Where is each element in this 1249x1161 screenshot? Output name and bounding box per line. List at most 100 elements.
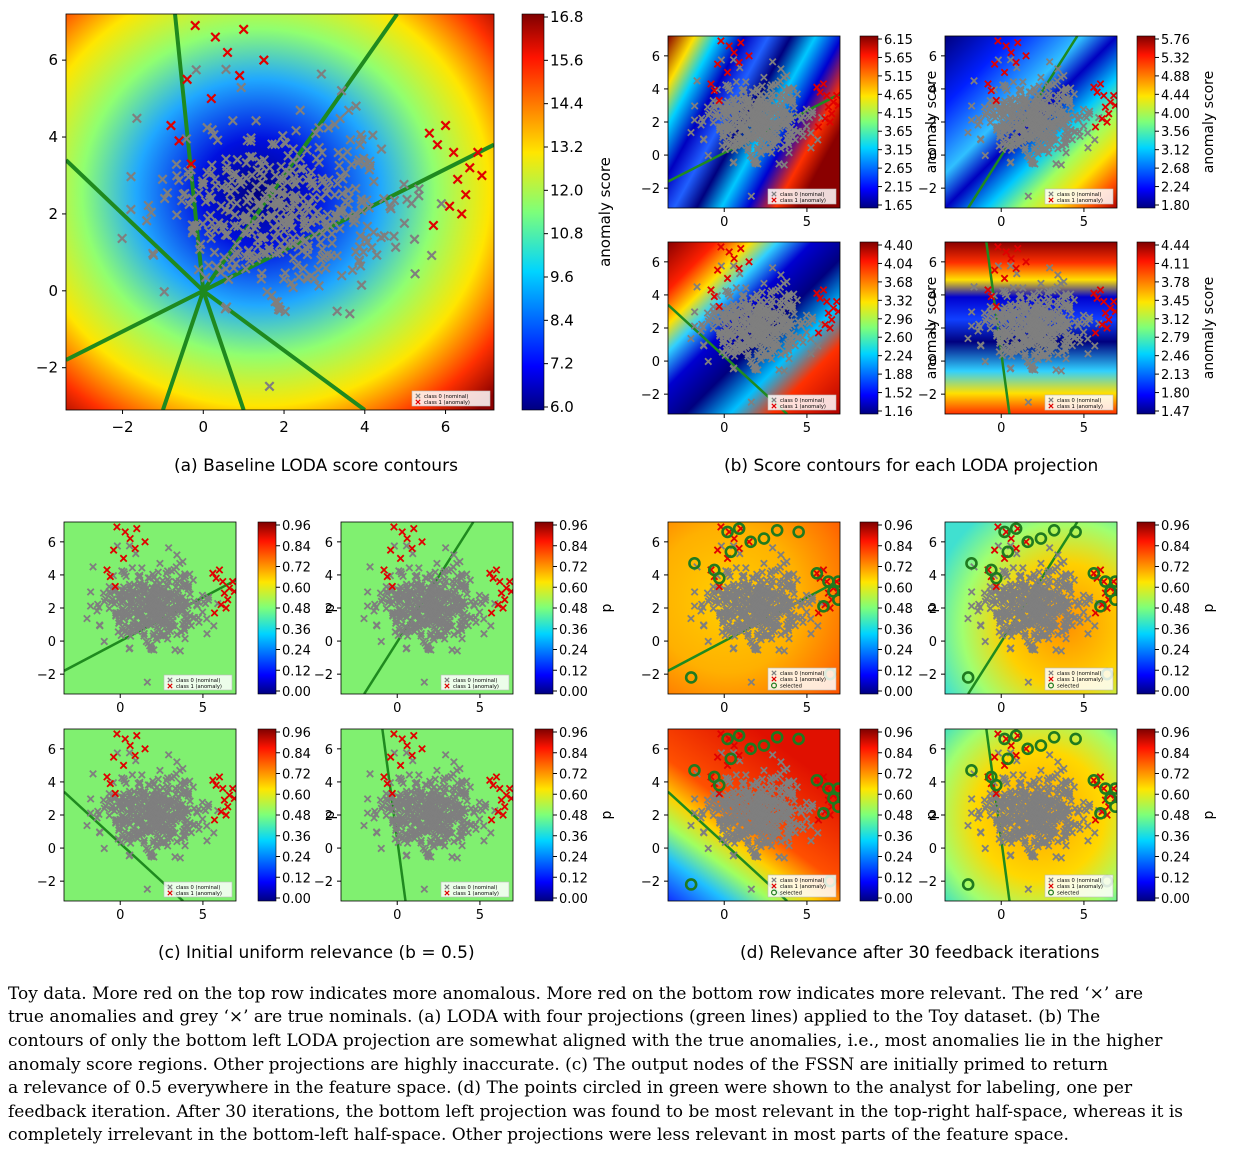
colorbar-tick-label: 0.36: [559, 623, 588, 638]
data-point: [230, 587, 236, 596]
data-point: [178, 827, 187, 836]
data-point: [396, 583, 405, 591]
data-point: [1018, 421, 1024, 427]
legend-nominal: class 0 (nominal): [453, 678, 497, 684]
data-point: [243, 245, 254, 256]
data-point: [770, 622, 778, 631]
data-point: [273, 304, 284, 315]
data-point: [254, 212, 265, 223]
legend: class 0 (nominal)class 1 (anomaly): [163, 674, 233, 691]
data-point: [805, 319, 814, 328]
data-point: [193, 187, 204, 198]
data-point: [798, 127, 807, 136]
data-point: [138, 564, 146, 572]
data-point: [1034, 149, 1042, 158]
data-point: [1103, 118, 1111, 126]
data-point: [763, 339, 771, 348]
data-point: [402, 809, 411, 818]
colorbar: [1136, 35, 1156, 209]
data-point: [163, 835, 172, 843]
data-point: [153, 783, 161, 791]
data-point: [213, 218, 224, 228]
data-point: [721, 145, 730, 154]
data-point: [494, 807, 502, 816]
data-point: [222, 811, 230, 819]
data-point: [785, 292, 794, 300]
legend-selected: selected: [780, 684, 802, 690]
data-point: [1048, 103, 1057, 112]
colorbar-label: anomaly score: [596, 157, 614, 267]
data-point: [264, 162, 275, 173]
projection-line: [64, 790, 184, 901]
data-point: [487, 816, 496, 824]
colorbar-label: p: [599, 810, 615, 819]
colorbar-tick-label: 2.24: [1161, 181, 1190, 196]
colorbar-tick-label: 9.6: [550, 268, 574, 286]
data-point: [771, 676, 777, 682]
data-point: [1125, 616, 1131, 622]
data-point: [131, 751, 139, 760]
data-point: [424, 128, 435, 139]
data-point: [100, 637, 109, 646]
data-point: [486, 829, 495, 837]
data-point: [300, 235, 311, 246]
data-point: [805, 599, 814, 608]
data-point: [764, 590, 773, 599]
data-point: [723, 97, 732, 105]
data-point: [417, 614, 425, 623]
y-tick-label: 2: [652, 116, 660, 131]
data-point: [751, 319, 759, 327]
data-point: [767, 142, 776, 150]
data-point: [715, 302, 724, 311]
data-point: [729, 602, 738, 611]
data-point: [275, 211, 285, 222]
data-point: [699, 135, 708, 143]
data-point: [1021, 349, 1030, 358]
data-point: [259, 155, 270, 166]
panel-c4: class 0 (nominal)class 1 (anomaly)0 56420…: [314, 726, 615, 923]
data-point: [461, 790, 470, 799]
data-point: [140, 629, 149, 638]
data-point: [1104, 315, 1113, 324]
data-point: [436, 621, 444, 630]
data-point: [396, 790, 405, 798]
data-point: [151, 608, 160, 617]
data-point: [789, 132, 798, 141]
data-point: [709, 604, 718, 613]
data-point: [295, 163, 306, 174]
data-point: [494, 600, 502, 609]
legend: class 0 (nominal)class 1 (anomaly): [411, 390, 491, 407]
data-point: [1043, 83, 1052, 92]
data-point: [787, 318, 795, 326]
data-point: [476, 170, 487, 181]
data-point: [105, 604, 114, 613]
data-point: [739, 317, 747, 326]
data-point: [707, 286, 715, 294]
data-point: [86, 588, 95, 596]
data-point: [251, 253, 262, 264]
data-point: [486, 569, 494, 578]
data-point: [774, 110, 782, 118]
data-point: [709, 587, 718, 596]
data-point: [997, 311, 1005, 319]
data-point: [1037, 73, 1045, 82]
y-tick-label: −2: [36, 359, 58, 377]
data-point: [475, 591, 484, 600]
data-point: [492, 773, 501, 781]
data-point: [741, 421, 747, 427]
data-point: [291, 260, 302, 271]
data-point: [774, 565, 782, 574]
data-point: [1093, 88, 1101, 97]
data-point: [251, 115, 262, 126]
data-point: [1006, 364, 1015, 373]
data-point: [167, 884, 173, 890]
y-tick-label: 0: [48, 635, 56, 650]
data-point: [762, 330, 771, 338]
data-point: [813, 342, 822, 350]
data-point: [448, 147, 459, 158]
data-point: [733, 341, 742, 349]
data-point: [744, 128, 752, 137]
data-point: [770, 327, 779, 336]
data-point: [778, 306, 787, 315]
colorbar-tick-label: 0.96: [559, 519, 588, 534]
